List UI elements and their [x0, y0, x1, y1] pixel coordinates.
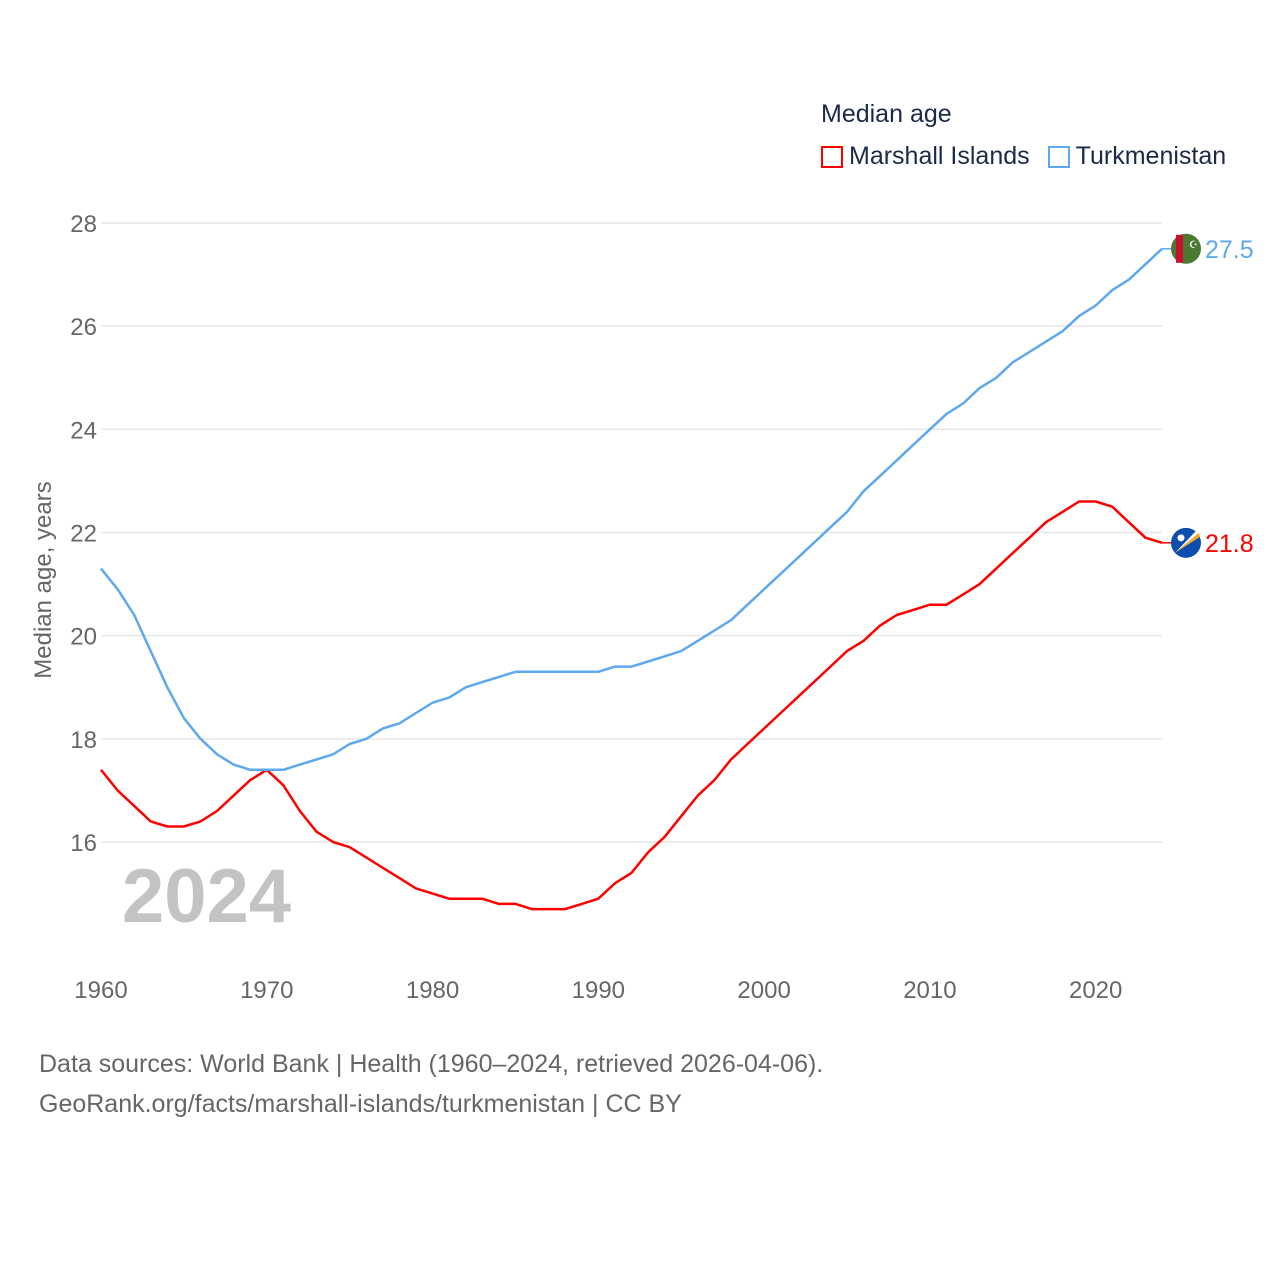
- x-tick-label: 2020: [1069, 977, 1122, 1004]
- y-tick-label: 26: [70, 314, 97, 341]
- series-line-turkmenistan: [100, 247, 1163, 772]
- x-tick-label: 2010: [903, 977, 956, 1004]
- legend: Marshall Islands Turkmenistan: [821, 142, 1226, 171]
- x-tick-label: 1990: [572, 977, 625, 1004]
- x-tick-label: 1960: [74, 977, 127, 1004]
- legend-swatch-marshall-islands: [821, 145, 843, 168]
- legend-label: Marshall Islands: [849, 142, 1030, 170]
- flag-crescent: ☪: [1189, 240, 1198, 251]
- flag-ray-white: [1175, 530, 1199, 553]
- end-value-label: 21.8: [1205, 530, 1254, 558]
- y-tick-label: 16: [70, 830, 97, 857]
- legend-swatch-turkmenistan: [1047, 145, 1070, 168]
- footer: Data sources: World Bank | Health (1960–…: [39, 1044, 823, 1124]
- legend-label: Turkmenistan: [1075, 142, 1227, 170]
- series-line-marshall-islands: [100, 500, 1163, 911]
- y-tick-label: 22: [70, 521, 97, 548]
- y-tick-label: 28: [70, 211, 97, 238]
- legend-item-turkmenistan[interactable]: Turkmenistan: [1047, 142, 1227, 171]
- flag-stripe: [1176, 234, 1183, 263]
- legend-item-marshall-islands[interactable]: Marshall Islands: [821, 142, 1030, 171]
- x-tick-label: 1970: [240, 977, 293, 1004]
- data-source-text: Data sources: World Bank | Health (1960–…: [39, 1050, 824, 1078]
- x-tick-label: 1980: [406, 977, 459, 1004]
- y-tick-label: 20: [70, 624, 97, 651]
- legend-title: Median age: [821, 100, 952, 128]
- flag-star: [1177, 534, 1185, 542]
- end-value-label: 27.5: [1205, 236, 1254, 264]
- year-watermark: 2024: [122, 854, 291, 939]
- y-tick-label: 18: [70, 727, 97, 754]
- x-tick-label: 2000: [737, 977, 790, 1004]
- flag-ray-orange: [1175, 532, 1200, 553]
- y-axis-label: Median age, years: [30, 481, 57, 678]
- y-tick-label: 24: [70, 417, 97, 444]
- attribution-link[interactable]: GeoRank.org/facts/marshall-islands/turkm…: [39, 1090, 682, 1118]
